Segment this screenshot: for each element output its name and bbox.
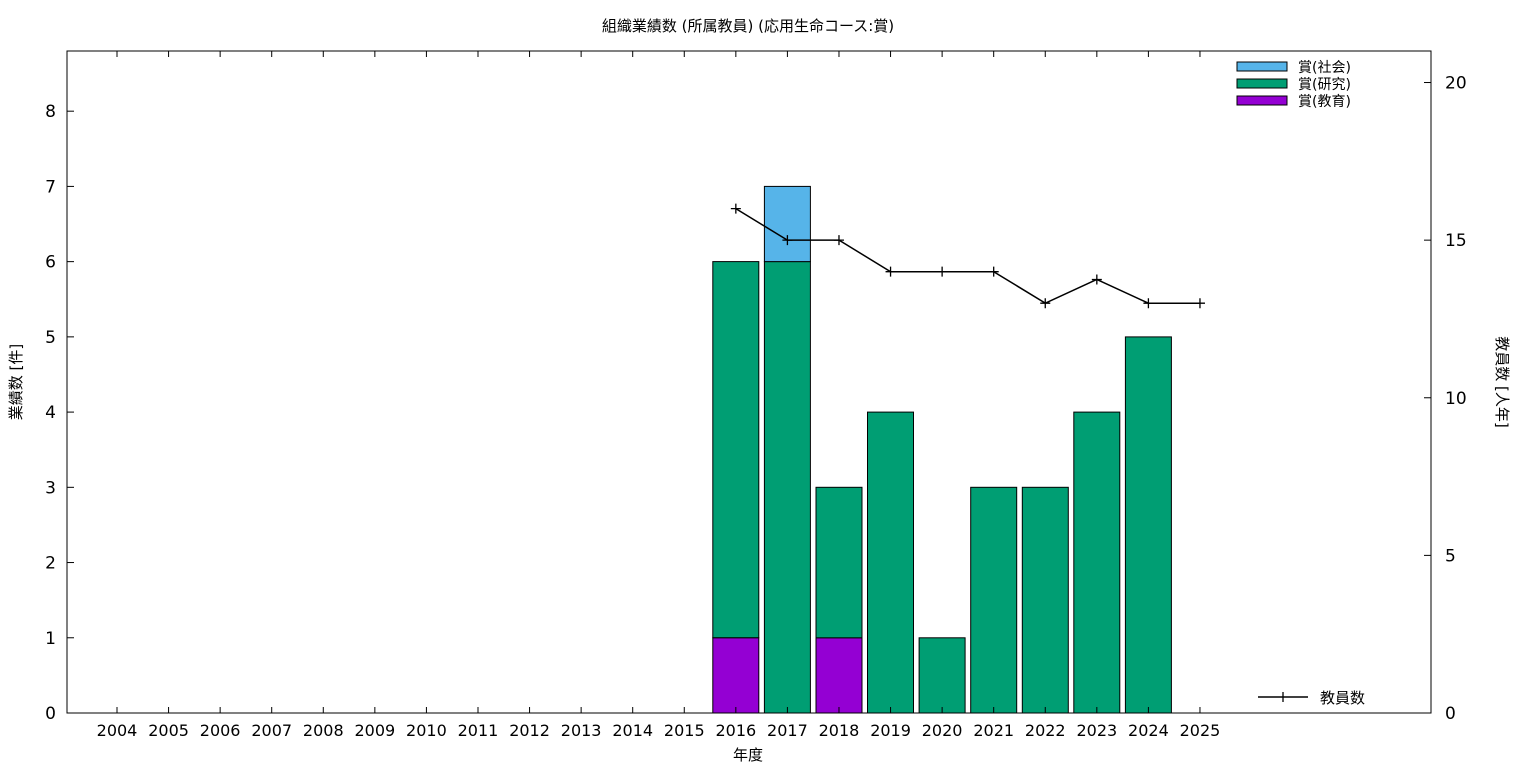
y2-tick-label: 5 — [1445, 546, 1456, 566]
x-tick-label: 2024 — [1128, 721, 1169, 740]
line-point — [1040, 298, 1051, 309]
y2-axis-label: 教員数 [人年] — [1493, 336, 1511, 427]
bar-2021-賞(研究) — [970, 486, 1018, 714]
bar-group — [712, 185, 1172, 714]
bar-2017-賞(研究) — [763, 261, 811, 714]
x-tick-label: 2013 — [561, 721, 602, 740]
y2-tick-label: 15 — [1445, 231, 1467, 251]
legend-label: 賞(社会) — [1298, 60, 1351, 76]
legend-line-label: 教員数 — [1320, 689, 1365, 707]
y-tick-label: 6 — [45, 253, 56, 273]
bar-2020-賞(研究) — [918, 637, 966, 714]
line-point — [1143, 298, 1154, 309]
x-tick-label: 2006 — [200, 721, 241, 740]
legend-swatch — [1236, 61, 1288, 72]
bar-2023-賞(研究) — [1073, 411, 1121, 714]
line-point — [730, 203, 741, 214]
line-point — [782, 235, 793, 246]
y2-tick-label: 20 — [1445, 74, 1467, 94]
line-point — [1091, 274, 1102, 285]
x-tick-label: 2005 — [148, 721, 189, 740]
x-tick-label: 2015 — [664, 721, 705, 740]
bar-2018-賞(研究) — [815, 486, 863, 639]
bar-2016-賞(研究) — [712, 261, 760, 639]
x-tick-label: 2017 — [767, 721, 808, 740]
y-tick-label: 5 — [45, 328, 56, 348]
bar-2019-賞(研究) — [867, 411, 914, 714]
legend: 賞(社会)賞(研究)賞(教育) 教員数 — [1236, 60, 1365, 707]
bar-2018-賞(教育) — [815, 637, 863, 714]
x-tick-label: 2007 — [251, 721, 292, 740]
line-point — [1194, 298, 1205, 309]
y-tick-label: 4 — [45, 403, 56, 423]
x-tick-label: 2023 — [1076, 721, 1117, 740]
legend-label: 賞(研究) — [1298, 77, 1351, 93]
bar-2017-賞(社会) — [763, 185, 811, 263]
x-tick-label: 2010 — [406, 721, 447, 740]
x-tick-label: 2020 — [922, 721, 963, 740]
legend-swatch — [1236, 78, 1288, 89]
x-axis-label: 年度 — [733, 746, 763, 764]
x-tick-label: 2012 — [509, 721, 550, 740]
x-tick-label: 2025 — [1180, 721, 1221, 740]
x-tick-label: 2022 — [1025, 721, 1066, 740]
y-tick-label: 7 — [45, 177, 56, 197]
x-tick-label: 2008 — [303, 721, 344, 740]
bar-2024-賞(研究) — [1124, 336, 1172, 714]
line-point — [988, 266, 999, 277]
line-point — [937, 266, 948, 277]
y2-tick-label: 0 — [1445, 704, 1456, 724]
x-tick-label: 2019 — [870, 721, 911, 740]
x-tick-label: 2014 — [612, 721, 653, 740]
x-tick-label: 2016 — [715, 721, 756, 740]
y2-tick-label: 10 — [1445, 389, 1467, 409]
legend-swatch — [1236, 95, 1288, 106]
y-tick-label: 8 — [45, 102, 56, 122]
y-tick-label: 3 — [45, 478, 56, 498]
y-tick-label: 1 — [45, 629, 56, 649]
y-tick-label: 0 — [45, 704, 56, 724]
line-group — [730, 203, 1205, 309]
bar-2016-賞(教育) — [712, 637, 760, 714]
line-教員数 — [735, 207, 1200, 305]
axis-ticks: 2004 2005 2006 2007 2008 2009 2010 2011 2012 2013… — [45, 51, 1467, 740]
x-tick-label: 2021 — [973, 721, 1014, 740]
chart-title: 組織業績数 (所属教員) (応用生命コース:賞) — [602, 17, 894, 35]
y-axis-label: 業績数 [件] — [7, 344, 25, 420]
line-point — [885, 266, 896, 277]
x-tick-label: 2009 — [354, 721, 395, 740]
legend-label: 賞(教育) — [1298, 94, 1351, 110]
y-tick-label: 2 — [45, 554, 56, 574]
x-tick-label: 2004 — [97, 721, 138, 740]
x-tick-label: 2018 — [819, 721, 860, 740]
x-tick-label: 2011 — [458, 721, 499, 740]
line-point — [833, 235, 844, 246]
bar-2022-賞(研究) — [1021, 486, 1069, 714]
